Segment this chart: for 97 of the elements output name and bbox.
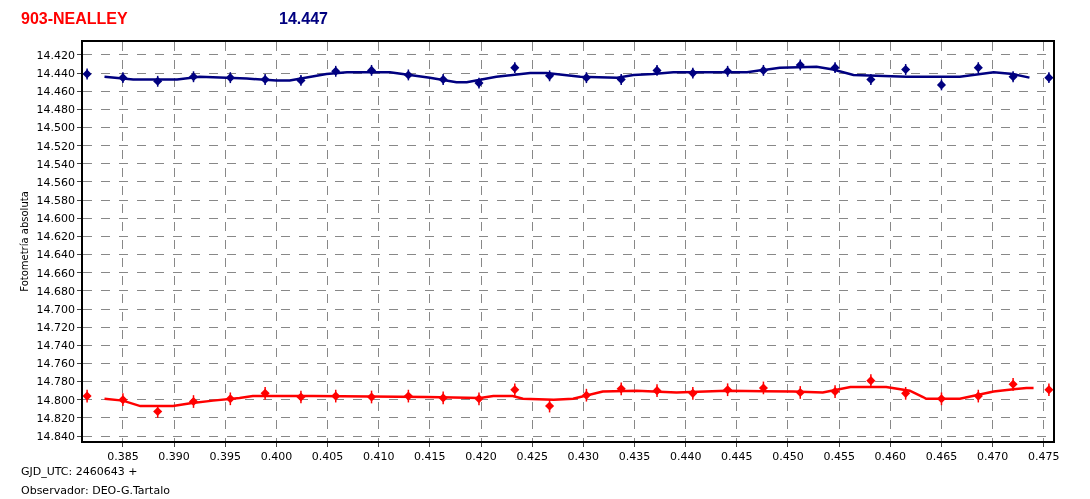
y-tick-label: 14.420 (36, 48, 76, 62)
x-tick-label: 0.475 (1028, 449, 1060, 463)
point (830, 63, 840, 73)
x-tick-label: 0.405 (311, 449, 344, 463)
x-tick-label: 0.395 (209, 449, 241, 463)
x-tick-label: 0.385 (107, 449, 139, 463)
point (901, 64, 911, 75)
y-tick-label: 14.680 (36, 284, 76, 298)
point (866, 376, 876, 386)
point (225, 394, 235, 404)
point (1008, 72, 1018, 82)
y-axis-title: Fotometría absoluta (19, 191, 31, 292)
point (723, 385, 733, 395)
point (1044, 73, 1054, 83)
point (82, 391, 92, 401)
point (188, 72, 199, 82)
x-tick-label: 0.430 (567, 449, 600, 463)
chart-title: 903-NEALLEY (21, 10, 129, 27)
y-tick-label: 14.460 (36, 85, 76, 99)
x-tick-label: 0.390 (158, 449, 190, 463)
point (795, 60, 805, 70)
point (438, 393, 448, 403)
x-tick-label: 0.455 (823, 449, 855, 463)
y-tick-label: 14.620 (36, 230, 76, 244)
point (616, 384, 626, 394)
point (296, 392, 306, 402)
point (581, 73, 591, 83)
point (973, 63, 983, 73)
chart-subtitle: 14.447 (279, 10, 329, 27)
point (331, 66, 341, 76)
x-tick-label: 0.420 (465, 449, 497, 463)
point (331, 391, 341, 401)
point (688, 388, 698, 398)
y-tick-label: 14.440 (36, 66, 76, 80)
y-tick-label: 14.580 (36, 193, 76, 207)
point (688, 68, 698, 78)
x-tick-label: 0.435 (618, 449, 651, 463)
point (652, 386, 662, 396)
point (296, 75, 306, 85)
y-tick-label: 14.500 (36, 121, 76, 135)
point (188, 396, 199, 407)
point (366, 65, 377, 75)
point (118, 395, 128, 405)
point (973, 391, 983, 401)
y-tick-label: 14.740 (36, 339, 76, 353)
text: GJD_UTC: 2460643 + (21, 465, 138, 478)
y-tick-label: 14.480 (36, 103, 76, 117)
x-tick-label: 0.470 (976, 449, 1009, 463)
point (260, 388, 270, 398)
y-tick-label: 14.800 (36, 393, 76, 407)
text: Observador: DEO-G.Tartalo (21, 484, 171, 497)
point (545, 71, 555, 81)
point (510, 385, 520, 395)
y-tick-label: 14.760 (36, 357, 76, 371)
x-tick-label: 0.460 (874, 449, 907, 463)
y-tick-label: 14.560 (36, 175, 76, 189)
point (510, 63, 520, 73)
y-tick-label: 14.640 (36, 248, 76, 262)
x-tick-label: 0.425 (516, 449, 548, 463)
point (438, 74, 448, 85)
x-tick-label: 0.415 (414, 449, 446, 463)
x-tick-label: 0.440 (669, 449, 702, 463)
x-tick-label: 0.450 (772, 449, 804, 463)
y-tick-label: 14.840 (36, 429, 76, 443)
x-tick-label: 0.410 (362, 449, 395, 463)
y-tick-label: 14.660 (36, 266, 76, 280)
y-tick-label: 14.540 (36, 157, 76, 171)
point (723, 66, 733, 76)
point (1044, 385, 1054, 395)
point (153, 406, 163, 417)
y-tick-label: 14.600 (36, 212, 76, 226)
point (1008, 379, 1018, 389)
x-tick-label: 0.445 (721, 449, 753, 463)
point (936, 80, 947, 90)
point (545, 401, 555, 411)
point (225, 73, 235, 83)
point (830, 387, 840, 397)
point (581, 390, 591, 400)
y-tick-label: 14.520 (36, 139, 76, 153)
x-tick-label: 0.465 (925, 449, 958, 463)
point (474, 78, 484, 88)
point (82, 69, 92, 79)
point (616, 74, 626, 85)
point (758, 65, 768, 75)
point (474, 394, 484, 404)
point (403, 70, 413, 80)
y-tick-label: 14.720 (36, 320, 76, 334)
x-tick-label: 0.400 (260, 449, 293, 463)
point (795, 387, 805, 398)
point (403, 391, 413, 401)
point (260, 74, 270, 85)
y-tick-label: 14.780 (36, 375, 76, 389)
point (366, 392, 377, 402)
y-tick-label: 14.820 (36, 411, 76, 425)
point (153, 76, 163, 86)
point (118, 73, 128, 83)
y-tick-label: 14.700 (36, 302, 76, 316)
